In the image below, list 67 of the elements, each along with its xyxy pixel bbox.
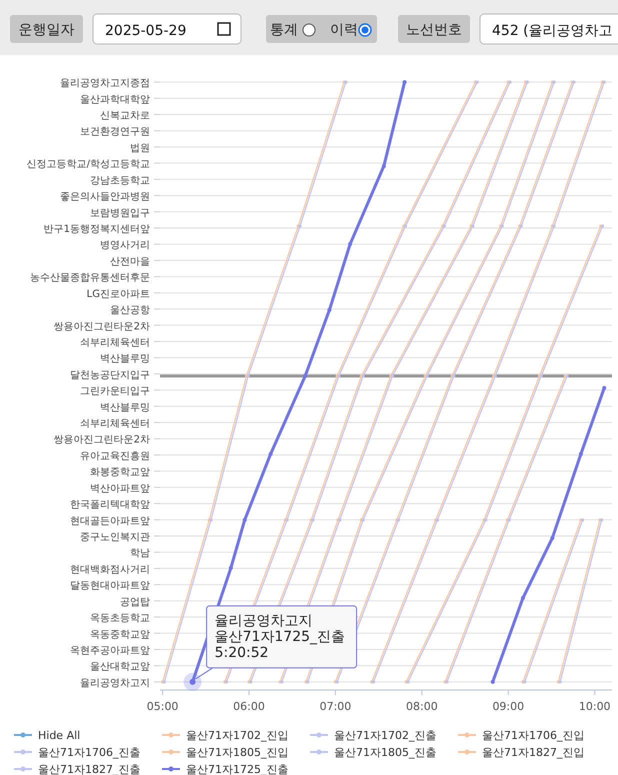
category-label: 보람병원입구 — [90, 208, 150, 219]
point — [303, 374, 308, 378]
category-label: 법원 — [130, 142, 150, 154]
category-label: 농수산물종합유통센터후문 — [30, 272, 150, 284]
point — [520, 596, 525, 600]
point — [578, 452, 583, 456]
legend-label: 울산71자1805_진출 — [334, 746, 436, 759]
category-label: 율리공영차고지 — [80, 678, 150, 689]
x-tick-label: 06:00 — [233, 700, 265, 713]
category-label: 공업탑 — [120, 596, 150, 608]
point — [382, 164, 386, 168]
category-label: 쌍용아진그린타운2차 — [54, 321, 150, 332]
category-label: 반구1동행정복지센터앞 — [44, 224, 150, 235]
legend-label: 울산71자1706_진출 — [38, 746, 140, 759]
category-label: 그린카운티입구 — [80, 386, 150, 398]
category-label: 좋은의사들안과병원 — [60, 192, 150, 203]
point — [602, 386, 606, 390]
legend-label: 울산71자1706_진입 — [482, 729, 584, 742]
category-label: 학남 — [130, 548, 150, 560]
category-label: 벽산블루밍 — [100, 354, 150, 365]
category-label: 신정고등학교/학성고등학교 — [26, 159, 150, 170]
category-label: 율리공영차고지종점 — [60, 78, 150, 90]
point — [242, 518, 247, 522]
point — [228, 566, 233, 570]
category-label: 산전마을 — [110, 256, 150, 268]
category-label: 현대골든아파트앞 — [70, 516, 150, 527]
category-label: 달천농공단지입구 — [70, 370, 150, 381]
x-tick-label: 08:00 — [406, 700, 438, 713]
text: Hide All — [38, 729, 80, 742]
category-label: 중구노인복지관 — [80, 532, 150, 543]
category-label: 옥동중학교앞 — [90, 629, 150, 640]
category-label: 쇠부리체육센터 — [80, 337, 150, 348]
category-label: 유아교육진흥원 — [80, 450, 150, 462]
category-label: 병영사거리 — [100, 240, 150, 252]
point — [327, 308, 332, 312]
category-label: 벽산아파트앞 — [90, 483, 150, 494]
category-label: 옥현주공아파트앞 — [70, 645, 150, 656]
point — [490, 680, 495, 684]
category-label: 울산공항 — [110, 305, 150, 316]
x-tick-label: 05:00 — [146, 700, 178, 713]
category-label: 신복교차로 — [100, 110, 150, 122]
category-label: 한국폴리텍대학앞 — [70, 500, 150, 511]
category-label: 옥동초등학교 — [90, 613, 150, 624]
point — [550, 536, 554, 540]
legend-label: 울산71자1805_진입 — [186, 746, 288, 759]
category-label: 보건환경연구원 — [80, 126, 150, 138]
x-tick-label: 09:00 — [492, 700, 524, 713]
category-label: 강남초등학교 — [90, 175, 150, 186]
legend-label: 울산71자1827_진입 — [482, 746, 584, 759]
category-label: 화봉중학교앞 — [90, 467, 150, 478]
category-label: 달동현대아파트앞 — [70, 580, 150, 592]
category-label: 울산대학교앞 — [90, 662, 150, 673]
category-label: 벽산블루밍 — [100, 402, 150, 414]
category-label: LG진로아파트 — [86, 288, 150, 300]
legend-label: 울산71자1702_진출 — [334, 729, 436, 742]
category-label: 현대백화점사거리 — [70, 564, 150, 576]
legend-label: 울산71자1702_진입 — [186, 729, 288, 742]
point — [268, 452, 273, 456]
category-label: 쌍용아진그린타운2차 — [54, 434, 150, 446]
category-label: 울산과학대학앞 — [80, 94, 150, 106]
point — [402, 80, 407, 84]
annotation: 율리공영차고지 울산71자1725_진출 5:20:52 — [214, 612, 346, 661]
category-label: 쇠부리체육센터 — [80, 418, 150, 430]
x-tick-label: 10:00 — [578, 700, 611, 713]
controls: 운행일자 2025-05-29 통계 이력 노선번호 452 (율리공영차고 — [0, 0, 618, 55]
point — [348, 242, 352, 246]
x-tick-label: 07:00 — [320, 700, 352, 713]
